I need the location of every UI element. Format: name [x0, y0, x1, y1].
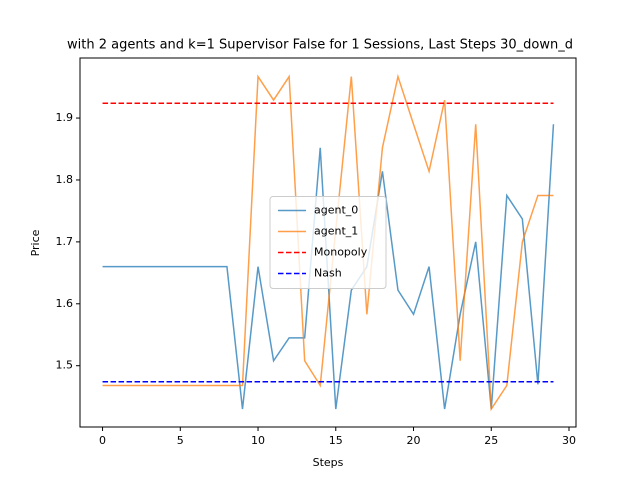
legend-label: agent_0	[314, 204, 358, 217]
y-tick-label: 1.6	[56, 297, 74, 310]
x-tick-label: 25	[484, 434, 498, 447]
series-line	[102, 73, 554, 412]
legend-label: Monopoly	[314, 246, 368, 259]
y-tick-label: 1.5	[56, 359, 74, 372]
legend-label: agent_1	[314, 225, 358, 238]
x-tick-label: 5	[177, 434, 184, 447]
x-tick-label: 20	[407, 434, 421, 447]
y-tick-label: 1.9	[56, 111, 74, 124]
x-axis-label: Steps	[313, 456, 344, 469]
legend-box	[269, 196, 387, 289]
y-axis-label: Price	[29, 229, 42, 256]
y-tick-label: 1.8	[56, 173, 74, 186]
legend: agent_0 agent_1 Monopoly Nash	[269, 196, 387, 289]
y-tick-label: 1.7	[56, 235, 74, 248]
chart-title: with 2 agents and k=1 Supervisor False f…	[67, 38, 573, 53]
legend-label: Nash	[314, 267, 342, 280]
x-tick-label: 15	[329, 434, 343, 447]
plot-frame	[79, 57, 577, 428]
x-tick-label: 0	[99, 434, 106, 447]
x-tick-label: 10	[251, 434, 265, 447]
x-tick-label: 30	[562, 434, 576, 447]
